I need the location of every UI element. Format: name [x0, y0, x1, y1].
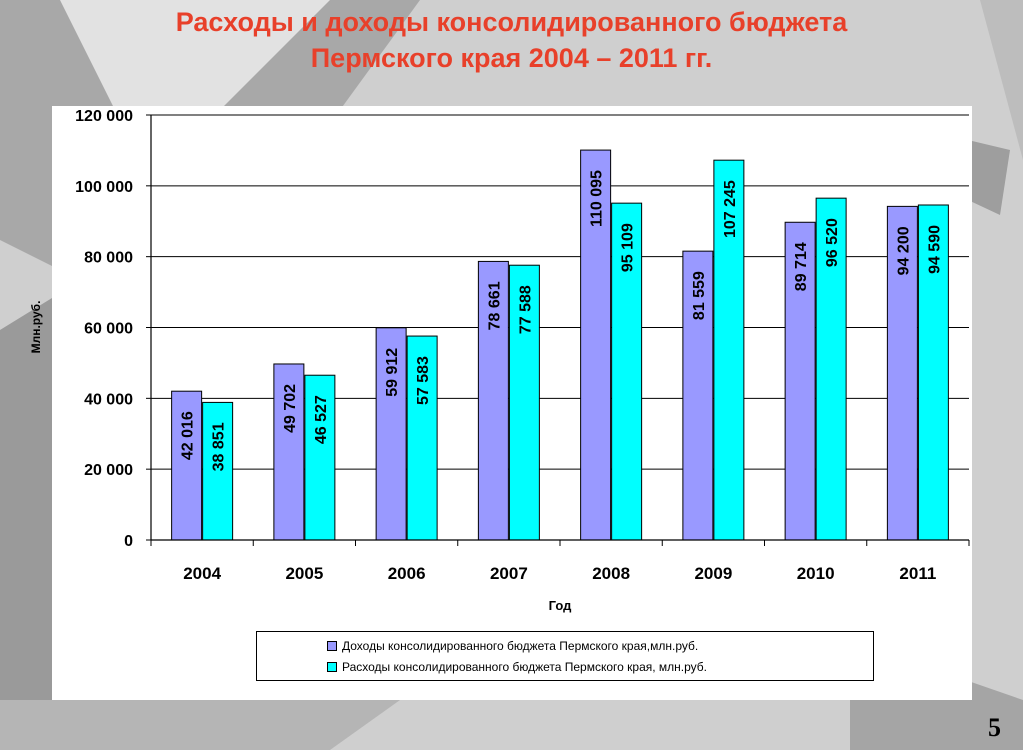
- y-tick-label: 120 000: [75, 108, 133, 125]
- data-label-income: 59 912: [384, 348, 401, 397]
- legend-label-expense: Расходы консолидированного бюджета Пермс…: [342, 660, 708, 674]
- y-tick-label: 80 000: [84, 250, 133, 267]
- x-tick-label: 2006: [388, 564, 426, 583]
- legend-item-income: Доходы консолидированного бюджета Пермск…: [327, 639, 698, 653]
- y-tick-label: 60 000: [84, 321, 133, 338]
- x-tick-label: 2011: [899, 564, 936, 583]
- bar-income: [477, 260, 509, 541]
- data-label-expense: 107 245: [722, 180, 739, 238]
- bar-income: [171, 390, 203, 541]
- data-label-expense: 96 520: [824, 218, 841, 267]
- title-line-2: Пермского края 2004 – 2011 гг.: [310, 43, 713, 73]
- y-tick-label: 40 000: [84, 391, 133, 408]
- axes: 0 20 000 40 000 60 000 80 000 100 000 120 000 2…: [75, 108, 970, 583]
- data-label-income: 94 200: [895, 226, 912, 275]
- bar-income: [375, 327, 407, 541]
- x-tick-label: 2008: [592, 564, 630, 583]
- bar-income: [886, 205, 918, 541]
- chart-legend: Доходы консолидированного бюджета Пермск…: [256, 631, 874, 681]
- x-axis-label: Год: [549, 598, 572, 613]
- bar-expense: [202, 401, 234, 541]
- data-label-income: 42 016: [180, 411, 197, 460]
- data-label-income: 49 702: [282, 384, 299, 433]
- legend-swatch-income: [327, 641, 337, 651]
- y-axis-label: Млн.руб.: [29, 301, 43, 354]
- legend-item-expense: Расходы консолидированного бюджета Пермс…: [327, 660, 707, 674]
- data-label-expense: 57 583: [415, 356, 432, 405]
- y-tick-label: 0: [124, 533, 133, 550]
- data-label-expense: 95 109: [620, 223, 637, 272]
- legend-swatch-expense: [327, 662, 337, 672]
- x-tick-label: 2007: [490, 564, 528, 583]
- data-label-income: 81 559: [691, 271, 708, 320]
- bars: 42 016 38 851 49 702 46 527 59 912 57 583 78 6…: [171, 149, 949, 541]
- data-label-expense: 46 527: [313, 395, 330, 444]
- bar-income: [682, 250, 714, 541]
- data-label-income: 78 661: [486, 281, 503, 330]
- bar-expense: [713, 159, 745, 541]
- data-label-expense: 94 590: [926, 225, 943, 274]
- x-tick-label: 2004: [183, 564, 221, 583]
- x-tick-label: 2009: [694, 564, 732, 583]
- data-label-income: 110 095: [589, 170, 606, 227]
- bar-expense: [815, 197, 847, 541]
- y-tick-label: 100 000: [75, 179, 133, 196]
- bar-expense: [611, 202, 643, 541]
- bar-income: [580, 149, 612, 541]
- data-label-expense: 77 588: [517, 285, 534, 334]
- legend-label-income: Доходы консолидированного бюджета Пермск…: [342, 639, 699, 653]
- data-label-income: 89 714: [793, 242, 810, 291]
- slide-title: Расходы и доходы консолидированного бюдж…: [0, 4, 1023, 76]
- page-number: 5: [988, 713, 1001, 742]
- y-tick-label: 20 000: [84, 462, 133, 479]
- bar-expense: [406, 335, 438, 541]
- data-label-expense: 38 851: [211, 422, 228, 471]
- x-tick-label: 2005: [285, 564, 323, 583]
- title-line-1: Расходы и доходы консолидированного бюдж…: [175, 7, 848, 37]
- x-tick-label: 2010: [797, 564, 835, 583]
